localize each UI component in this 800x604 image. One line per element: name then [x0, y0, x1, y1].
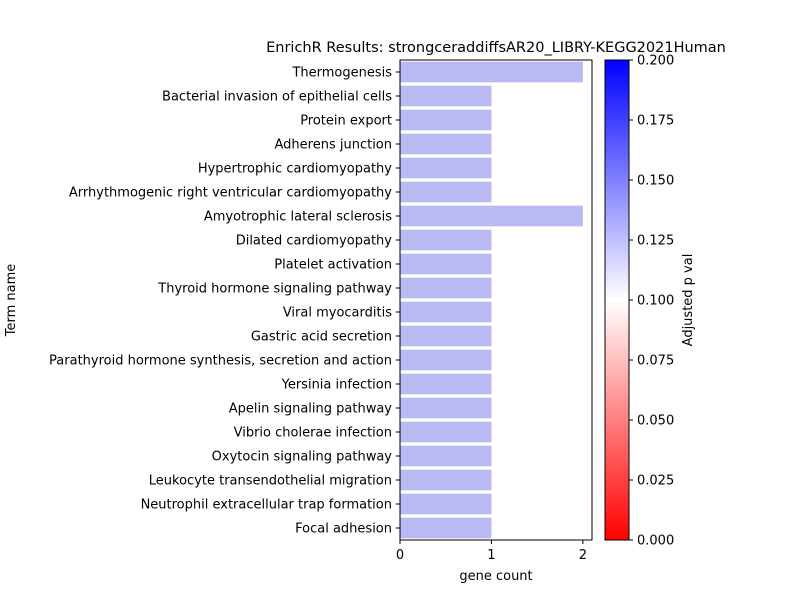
x-tick-label: 2: [579, 548, 587, 563]
colorbar-tick-label: 0.000: [637, 534, 674, 549]
colorbar-tick-label: 0.125: [637, 234, 674, 249]
term-label: Hypertrophic cardiomyopathy: [198, 162, 392, 177]
colorbar-tick-label: 0.025: [637, 474, 674, 489]
colorbar-ticks: 0.000 0.025 0.050 0.075 0.100 0.125 0.150 0.175…: [629, 54, 674, 549]
term-label: Thyroid hormone signaling pathway: [157, 282, 392, 297]
term-label: Neutrophil extracellular trap formation: [141, 498, 392, 513]
bar: [400, 421, 492, 443]
x-tick-label: 1: [487, 548, 495, 563]
term-label: Yersinia infection: [281, 378, 392, 393]
bar: [400, 253, 492, 275]
term-label: Gastric acid secretion: [251, 330, 392, 345]
bar: [400, 277, 492, 299]
plot-frame: [399, 59, 593, 541]
term-label: Focal adhesion: [295, 522, 392, 537]
bar: [400, 493, 492, 515]
bar: [400, 397, 492, 419]
bar: [400, 61, 583, 83]
term-label: Oxytocin signaling pathway: [212, 450, 393, 465]
colorbar-label: Adjusted p val: [681, 254, 696, 347]
colorbar-tick-label: 0.100: [637, 294, 674, 309]
term-label: Leukocyte transendothelial migration: [149, 474, 392, 489]
bar: [400, 517, 492, 539]
term-label: Protein export: [300, 114, 392, 129]
term-label: Vibrio cholerae infection: [234, 426, 392, 441]
term-label: Parathyroid hormone synthesis, secretion…: [49, 354, 392, 369]
colorbar-tick-label: 0.150: [637, 174, 674, 189]
bar: [400, 133, 492, 155]
colorbar-tick-label: 0.175: [637, 114, 674, 129]
colorbar-tick-label: 0.050: [637, 414, 674, 429]
term-label: Thermogenesis: [291, 66, 392, 81]
bar: [400, 205, 583, 227]
colorbar: [604, 59, 630, 541]
bar: [400, 109, 492, 131]
y-axis-label: Term name: [4, 264, 19, 338]
bar: [400, 469, 492, 491]
x-tick-label: 0: [396, 548, 404, 563]
bar: [400, 373, 492, 395]
bar: [400, 229, 492, 251]
term-label: Apelin signaling pathway: [229, 402, 393, 417]
term-label: Bacterial invasion of epithelial cells: [162, 90, 392, 105]
bars-group: [400, 61, 583, 539]
bar: [400, 181, 492, 203]
term-label: Viral myocarditis: [283, 306, 392, 321]
term-label: Arrhythmogenic right ventricular cardiom…: [69, 186, 392, 201]
bar: [400, 325, 492, 347]
bar: [400, 349, 492, 371]
term-label: Dilated cardiomyopathy: [236, 234, 393, 249]
term-label: Amyotrophic lateral sclerosis: [204, 210, 392, 225]
bar: [400, 445, 492, 467]
colorbar-tick-label: 0.075: [637, 354, 674, 369]
bar: [400, 301, 492, 323]
term-labels: Thermogenesis Bacterial invasion of epith…: [49, 66, 400, 537]
term-label: Adherens junction: [275, 138, 393, 153]
bar: [400, 157, 492, 179]
bar: [400, 85, 492, 107]
chart-title: EnrichR Results: strongceraddiffsAR20_LI…: [266, 40, 726, 56]
x-axis-label: gene count: [459, 569, 532, 584]
x-axis-ticks: 0 1 2: [396, 540, 587, 563]
term-label: Platelet activation: [274, 258, 392, 273]
colorbar-tick-label: 0.200: [637, 54, 674, 69]
